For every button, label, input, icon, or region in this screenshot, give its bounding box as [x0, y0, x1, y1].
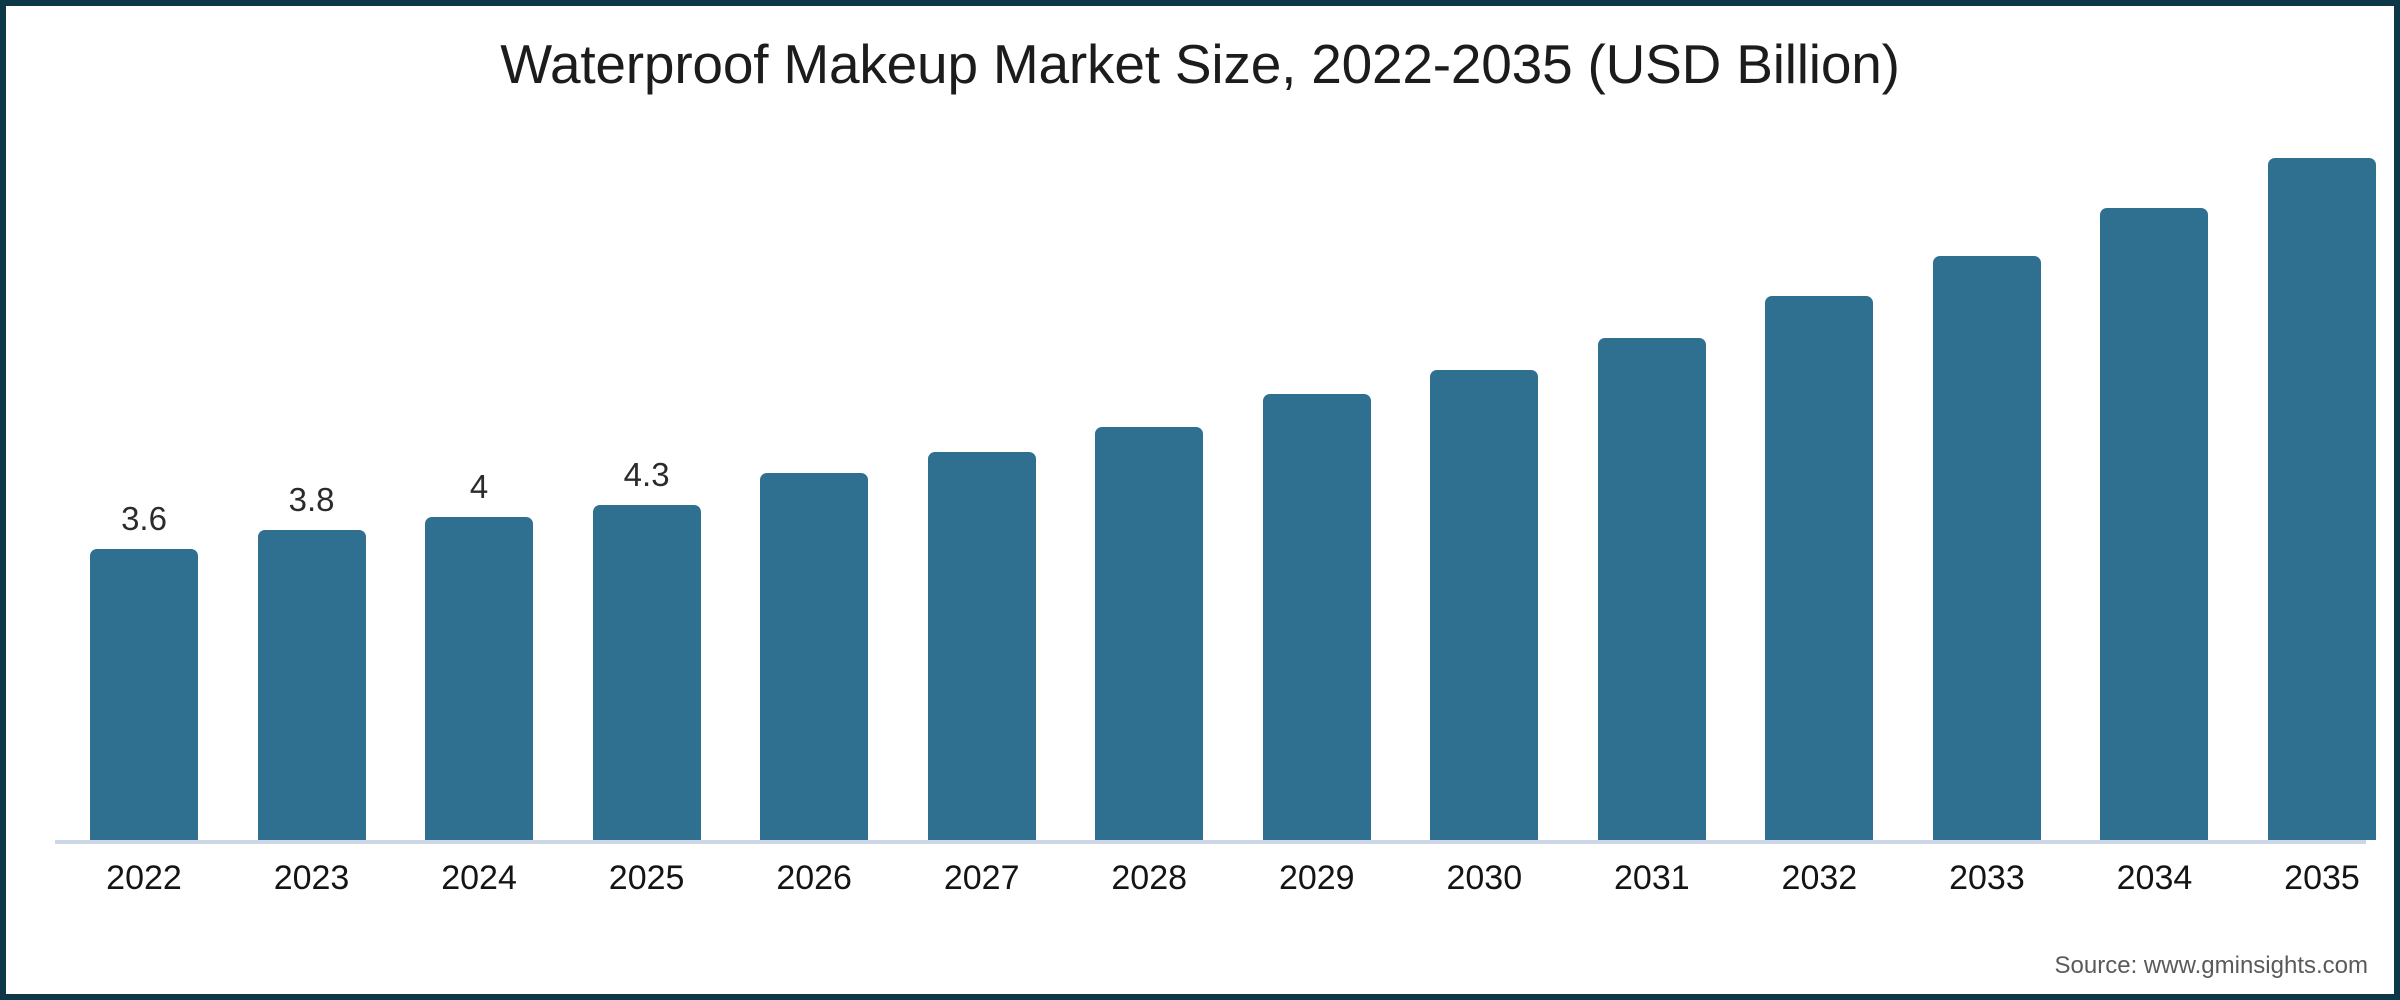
bar-group[interactable] [1765, 126, 1874, 840]
bar-group[interactable] [2268, 126, 2376, 840]
bar-group[interactable] [1932, 126, 2041, 840]
x-tick-label: 2034 [2116, 859, 2193, 897]
bar[interactable] [1932, 256, 2041, 840]
bar-group[interactable]: 4.3 [592, 126, 701, 840]
bar[interactable] [1262, 394, 1371, 840]
x-tick-label: 2023 [273, 859, 350, 897]
bar-group[interactable] [2100, 126, 2209, 840]
bar[interactable] [425, 517, 534, 840]
bar-value-label: 3.6 [121, 500, 167, 537]
x-tick-label: 2029 [1278, 859, 1355, 897]
x-tick-label: 2024 [441, 859, 517, 897]
x-tick-label: 2031 [1614, 859, 1690, 897]
bar[interactable] [1765, 296, 1874, 840]
bar[interactable] [592, 505, 701, 840]
bar-group[interactable]: 4 [425, 126, 534, 840]
bar[interactable] [2268, 158, 2376, 840]
bar[interactable] [257, 530, 366, 840]
bar-group[interactable] [760, 126, 869, 840]
chart-title: Waterproof Makeup Market Size, 2022-2035… [500, 33, 1900, 95]
bar-group[interactable]: 3.6 [90, 126, 198, 840]
bar[interactable] [2100, 208, 2209, 840]
x-axis-tick-labels: 2022 2023 2024 2025 2026 2027 2028 2029 2030 2031… [55, 861, 2360, 911]
x-tick-label: 2028 [1111, 859, 1188, 897]
source-note: Source: www.gminsights.com [2054, 952, 2368, 979]
x-tick-label: 2033 [1949, 859, 2025, 897]
bar[interactable] [1597, 338, 1706, 840]
x-tick-label: 2032 [1781, 859, 1858, 897]
bar-value-label: 4.3 [623, 456, 670, 493]
x-tick-label: 2027 [943, 859, 1020, 897]
bar-group[interactable]: 3.8 [257, 126, 366, 840]
x-axis-baseline [55, 840, 2366, 844]
bar-group[interactable] [1597, 126, 1706, 840]
bar[interactable] [90, 549, 198, 840]
bar-group[interactable] [1262, 126, 1371, 840]
x-tick-label: 2025 [608, 859, 685, 897]
bar-group[interactable] [1095, 126, 1204, 840]
bar-value-label: 4 [469, 468, 489, 505]
bar[interactable] [927, 452, 1036, 840]
bar[interactable] [1430, 370, 1539, 840]
bar[interactable] [760, 473, 869, 840]
x-tick-label: 2022 [106, 859, 182, 897]
bar-group[interactable] [927, 126, 1036, 840]
bar[interactable] [1095, 427, 1204, 840]
x-tick-label: 2035 [2284, 859, 2360, 897]
plot-area: 3.6 3.8 4 4.3 [55, 126, 2376, 840]
x-tick-label: 2026 [776, 859, 852, 897]
bar-value-label: 3.8 [288, 481, 335, 518]
x-tick-label: 2030 [1446, 859, 1523, 897]
bar-group[interactable] [1430, 126, 1539, 840]
